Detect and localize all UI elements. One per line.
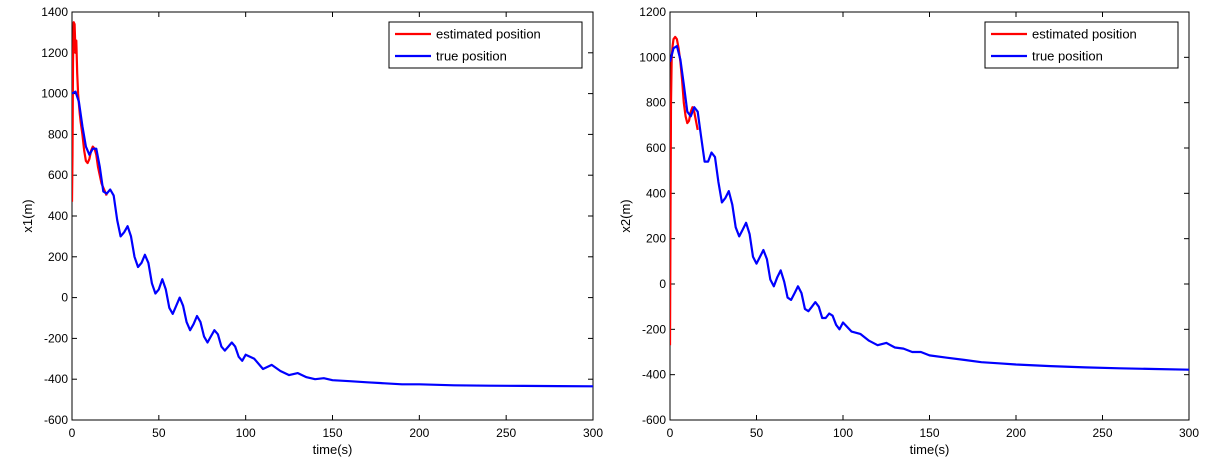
y-tick-label: 200 [646, 232, 666, 246]
legend-entry: estimated position [1032, 27, 1137, 42]
y-tick-label: -200 [44, 331, 68, 345]
y-tick-label: 0 [61, 291, 68, 305]
y-tick-label: 800 [646, 96, 666, 110]
x-tick-label: 100 [236, 426, 256, 440]
x-tick-label: 200 [409, 426, 429, 440]
plot-area [669, 11, 1190, 421]
legend-entry: true position [1032, 49, 1103, 64]
x-tick-label: 150 [919, 426, 939, 440]
x-axis-label: time(s) [910, 442, 950, 457]
y-tick-label: -400 [44, 372, 68, 386]
x-tick-label: 50 [152, 426, 166, 440]
legend-box [984, 21, 1179, 69]
y-tick-label: -600 [44, 413, 68, 427]
x-tick-label: 0 [69, 426, 76, 440]
x-tick-label: 250 [496, 426, 516, 440]
y-tick-label: 1200 [639, 5, 666, 19]
y-tick-label: -200 [642, 322, 666, 336]
x-tick-label: 50 [750, 426, 764, 440]
y-tick-label: 400 [646, 186, 666, 200]
x-tick-label: 200 [1006, 426, 1026, 440]
x-tick-label: 150 [322, 426, 342, 440]
legend: estimated position true position [388, 21, 583, 69]
legend: estimated position true position [984, 21, 1179, 69]
chart-panel-1: 0 50 100 150 200 250 300 -600 -400 -200 0 200 400 600… [20, 5, 603, 457]
x-axis-label: time(s) [313, 442, 353, 457]
chart-panel-2: 0 50 100 150 200 250 300 -600 -400 -200 0 200 400 600… [618, 5, 1199, 457]
x-tick-label: 300 [1179, 426, 1199, 440]
y-tick-label: 1400 [41, 5, 68, 19]
y-tick-label: 1200 [41, 46, 68, 60]
series-line-true [670, 44, 1189, 371]
plot-area [71, 11, 594, 421]
legend-box [388, 21, 583, 69]
y-tick-label: 1000 [41, 87, 68, 101]
y-tick-label: 600 [646, 141, 666, 155]
y-tick-label: -600 [642, 413, 666, 427]
y-tick-label: 0 [659, 277, 666, 291]
x-tick-label: 300 [583, 426, 603, 440]
x-tick-label: 100 [833, 426, 853, 440]
y-tick-label: 800 [48, 127, 68, 141]
y-tick-label: 600 [48, 168, 68, 182]
y-tick-label: 400 [48, 209, 68, 223]
series-line-true [72, 90, 593, 388]
y-axis-label: x1(m) [20, 199, 35, 232]
y-tick-label: 200 [48, 250, 68, 264]
y-tick-label: 1000 [639, 50, 666, 64]
legend-entry: true position [436, 49, 507, 64]
x-tick-label: 0 [667, 426, 674, 440]
y-axis-label: x2(m) [618, 199, 633, 232]
x-tick-label: 250 [1092, 426, 1112, 440]
legend-entry: estimated position [436, 27, 541, 42]
y-tick-label: -400 [642, 368, 666, 382]
